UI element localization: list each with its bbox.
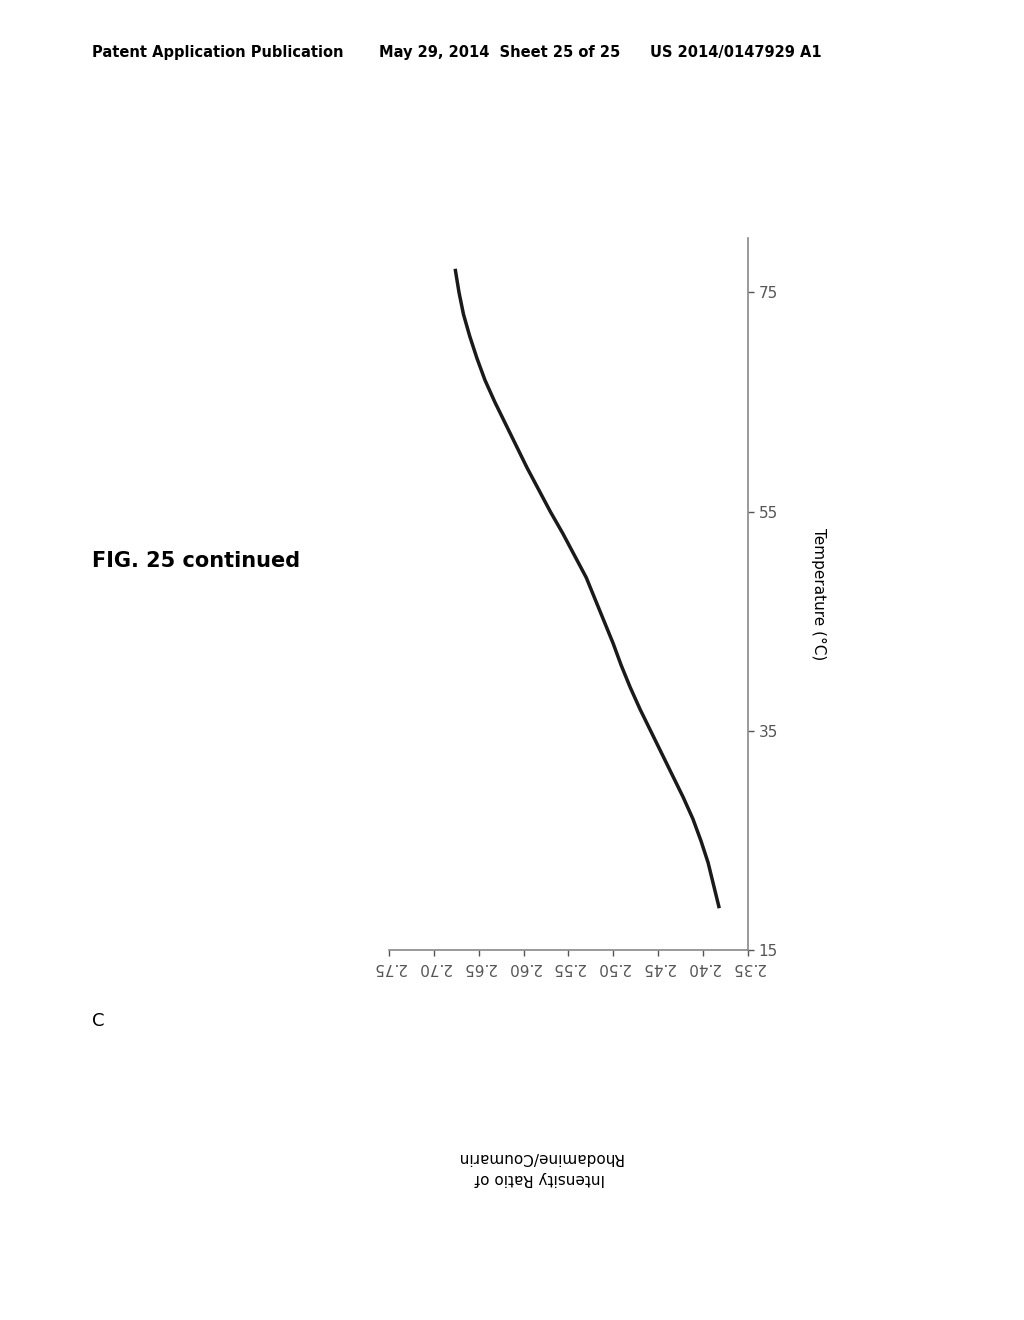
Y-axis label: Temperature (°C): Temperature (°C)	[811, 528, 826, 660]
X-axis label: Intensity Ratio of
Rhodamine/Coumarin: Intensity Ratio of Rhodamine/Coumarin	[457, 1150, 623, 1185]
Text: FIG. 25 continued: FIG. 25 continued	[92, 550, 300, 572]
Text: US 2014/0147929 A1: US 2014/0147929 A1	[650, 45, 822, 59]
Text: Patent Application Publication: Patent Application Publication	[92, 45, 344, 59]
Text: May 29, 2014  Sheet 25 of 25: May 29, 2014 Sheet 25 of 25	[379, 45, 621, 59]
Text: C: C	[92, 1011, 104, 1030]
